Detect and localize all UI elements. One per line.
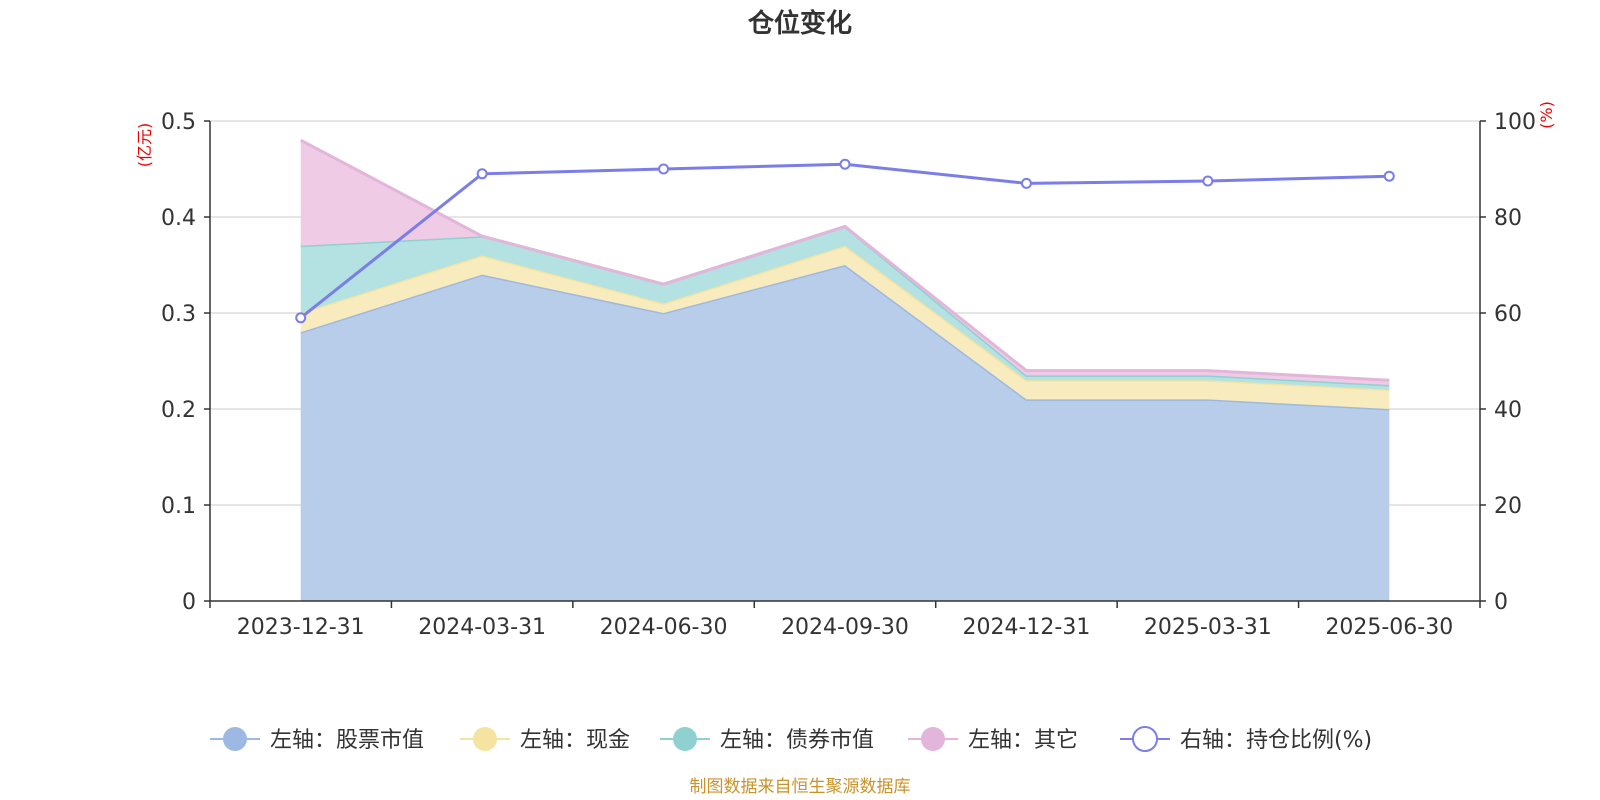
x-axis-tick-label: 2024-12-31 — [962, 615, 1090, 640]
legend-marker — [473, 727, 497, 751]
right-axis-tick-label: 80 — [1494, 206, 1522, 231]
legend: 左轴：股票市值 左轴：现金 左轴：债券市值 左轴：其它 右轴：持仓比例(%) — [210, 726, 1372, 753]
ratio-point — [1383, 170, 1395, 182]
left-axis-tick-label: 0.1 — [161, 494, 196, 519]
legend-label: 左轴：现金 — [520, 728, 630, 753]
ratio-point — [1202, 175, 1214, 187]
left-axis-tick-label: 0 — [182, 590, 196, 615]
area-edge-series-3 — [300, 138, 1390, 382]
x-axis-tick-label: 2024-09-30 — [781, 615, 909, 640]
right-axis-tick-label: 0 — [1494, 590, 1508, 615]
legend-marker — [223, 727, 247, 751]
area-series-1 — [300, 245, 1390, 409]
legend-marker — [673, 727, 697, 751]
x-axis-tick-label: 2024-06-30 — [600, 615, 728, 640]
right-axis-tick-label: 20 — [1494, 494, 1522, 519]
ratio-line — [295, 158, 1395, 324]
ratio-point — [1020, 177, 1032, 189]
right-axis-unit: (%) — [1537, 101, 1556, 129]
x-axis-tick-label: 2025-03-31 — [1144, 615, 1272, 640]
area-series-0 — [300, 265, 1390, 601]
legend-marker — [1132, 726, 1158, 752]
axes: 0 0.1 0.2 0.3 0.4 0.5 0 20 40 60 80 100 2023-12-31 20… — [161, 110, 1536, 640]
ratio-point — [476, 168, 488, 180]
stacked-areas — [300, 138, 1390, 601]
x-axis-tick-label: 2025-06-30 — [1325, 615, 1453, 640]
right-axis-tick-label: 60 — [1494, 302, 1522, 327]
chart-title: 仓位变化 — [747, 8, 852, 39]
legend-label: 右轴：持仓比例(%) — [1180, 728, 1372, 753]
ratio-point — [658, 163, 670, 175]
left-axis-tick-label: 0.5 — [161, 110, 196, 135]
ratio-point — [839, 158, 851, 170]
left-axis-unit: (亿元) — [135, 123, 154, 168]
left-axis-tick-label: 0.3 — [161, 302, 196, 327]
right-axis-tick-label: 100 — [1494, 110, 1536, 135]
right-axis-tick-label: 40 — [1494, 398, 1522, 423]
left-axis-tick-label: 0.4 — [161, 206, 196, 231]
legend-label: 左轴：债券市值 — [720, 728, 874, 753]
x-axis-tick-label: 2024-03-31 — [418, 615, 546, 640]
left-axis-tick-label: 0.2 — [161, 398, 196, 423]
legend-marker — [921, 727, 945, 751]
x-axis-tick-label: 2023-12-31 — [237, 615, 365, 640]
legend-label: 左轴：其它 — [968, 728, 1078, 753]
ratio-point — [295, 312, 307, 324]
legend-label: 左轴：股票市值 — [270, 728, 424, 753]
area-series-2 — [300, 226, 1390, 390]
data-source-note: 制图数据来自恒生聚源数据库 — [690, 777, 911, 797]
